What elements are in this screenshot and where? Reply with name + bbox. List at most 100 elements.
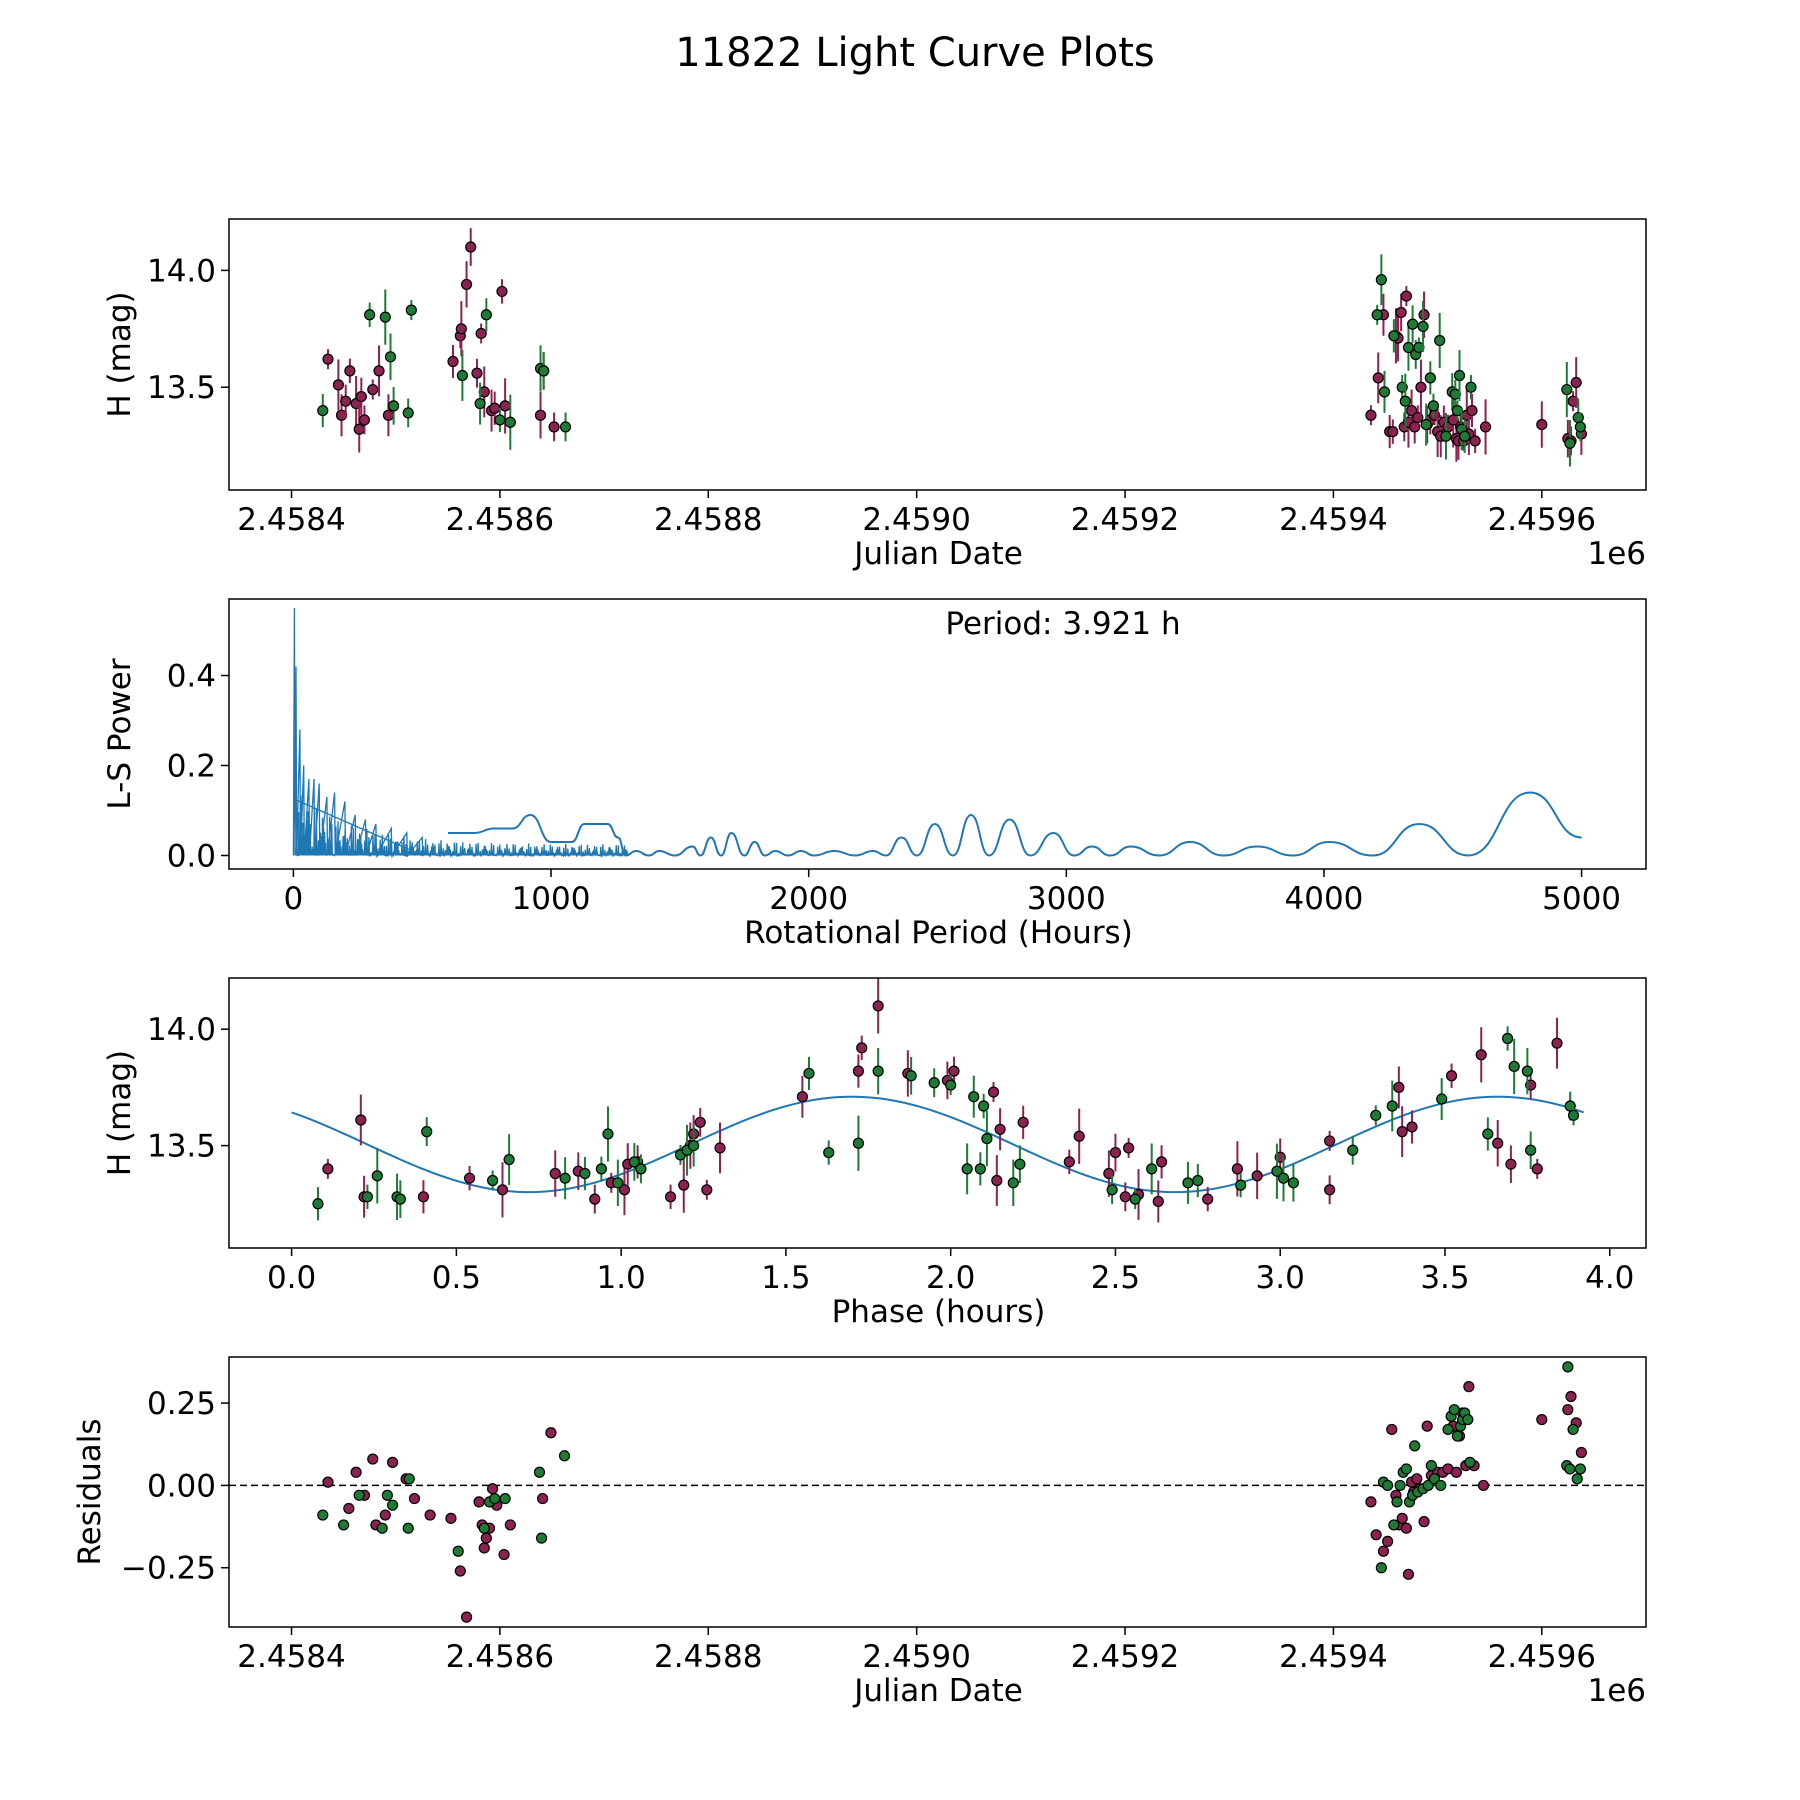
y-tick-label: 0.2 (167, 749, 216, 785)
data-point (1466, 404, 1478, 417)
data-point (1425, 1460, 1437, 1472)
x-tick-label: 0 (284, 881, 304, 917)
x-tick-label: 2.4590 (862, 1639, 970, 1675)
data-point (499, 1492, 511, 1505)
x-tick-label: 2.4596 (1488, 1639, 1596, 1675)
data-point (579, 1167, 591, 1180)
data-point (872, 1065, 884, 1077)
data-point (1565, 1390, 1577, 1403)
series-b (312, 1026, 1580, 1221)
data-point (1418, 309, 1430, 321)
data-point (1382, 1535, 1394, 1547)
data-point (1382, 1479, 1394, 1492)
data-point (498, 1548, 510, 1561)
y-tick-label: 0.4 (167, 659, 216, 695)
x-offset-label: 1e6 (1587, 1673, 1646, 1709)
data-point (1402, 1568, 1415, 1580)
data-point (1551, 1037, 1563, 1049)
y-tick-label: 0.00 (147, 1468, 216, 1504)
data-point (1377, 1545, 1390, 1557)
data-point (688, 1139, 700, 1152)
data-point (1570, 376, 1582, 389)
data-point (1386, 1100, 1398, 1112)
data-point (612, 1177, 624, 1189)
data-point (338, 1519, 350, 1531)
data-point (1129, 1193, 1141, 1205)
data-point (1415, 381, 1427, 393)
y-tick-label: 13.5 (147, 370, 216, 406)
data-point (714, 1142, 726, 1154)
data-point (1465, 381, 1477, 393)
x-offset-label: 1e6 (1587, 536, 1646, 572)
y-tick-label: 14.0 (147, 253, 216, 289)
data-point (386, 1456, 399, 1468)
data-point (595, 1163, 607, 1175)
data-point (1396, 1512, 1408, 1524)
data-point (364, 309, 376, 321)
data-point (1400, 1463, 1412, 1475)
data-point (1409, 1440, 1421, 1452)
data-point (1271, 1165, 1283, 1177)
plot-area-periodogram (292, 607, 1582, 859)
x-axis-label: Julian Date (852, 1673, 1023, 1709)
data-point (1482, 1128, 1494, 1140)
x-tick-label: 0.0 (267, 1260, 316, 1296)
data-point (1418, 1516, 1430, 1528)
data-point (402, 1522, 414, 1534)
data-point (1393, 1081, 1405, 1093)
data-point (1007, 1177, 1019, 1189)
data-point (460, 1611, 473, 1623)
data-point (635, 1163, 647, 1175)
data-point (994, 1123, 1006, 1135)
data-point (496, 1184, 509, 1196)
x-tick-label: 2.4588 (654, 1639, 762, 1675)
data-point (455, 323, 467, 335)
x-tick-label: 0.5 (432, 1260, 481, 1296)
data-point (373, 365, 385, 377)
data-point (355, 390, 367, 403)
data-point (489, 1492, 501, 1505)
data-point (701, 1184, 713, 1196)
data-point (376, 1522, 388, 1534)
x-axis-label: Julian Date (852, 536, 1023, 572)
data-point (361, 1191, 374, 1203)
x-tick-label: 1000 (512, 881, 591, 917)
x-tick-label: 2.4588 (654, 502, 762, 538)
data-point (1435, 1479, 1447, 1492)
data-point (332, 379, 345, 391)
data-point (405, 304, 417, 316)
data-point (322, 353, 334, 365)
data-point (1436, 1093, 1448, 1105)
data-point (452, 1545, 464, 1557)
data-point (312, 1198, 324, 1210)
x-tick-label: 2.4592 (1071, 502, 1179, 538)
x-tick-label: 5000 (1542, 881, 1621, 917)
data-point (1417, 320, 1429, 333)
data-point (852, 1137, 865, 1149)
data-point (317, 1509, 329, 1521)
y-tick-label: 14.0 (147, 1012, 216, 1048)
x-tick-label: 2.4596 (1488, 502, 1596, 538)
data-point (1182, 1177, 1194, 1189)
data-point (1525, 1144, 1537, 1156)
data-point (1399, 395, 1411, 407)
data-point (928, 1077, 940, 1089)
data-point (367, 1453, 379, 1465)
y-tick-label: −0.25 (121, 1551, 216, 1587)
data-point (379, 1509, 391, 1521)
data-point (322, 1476, 334, 1488)
data-point (978, 1100, 990, 1112)
x-axis-label: Phase (hours) (832, 1294, 1046, 1330)
x-tick-label: 2.4594 (1279, 1639, 1387, 1675)
data-point (478, 1542, 490, 1554)
data-point (618, 1184, 631, 1196)
data-point (968, 1091, 980, 1103)
x-tick-label: 2.4586 (446, 502, 554, 538)
data-point (535, 1532, 548, 1544)
data-point (471, 367, 483, 379)
data-point (1073, 1130, 1085, 1142)
data-point (1372, 372, 1384, 384)
data-point (353, 1489, 365, 1501)
panel-phase-folded: 0.0 0.5 1.0 1.5 2.0 2.5 3.0 3.5 4.0 13.5 14.0 Phase… (102, 977, 1647, 1330)
data-point (421, 1126, 433, 1138)
